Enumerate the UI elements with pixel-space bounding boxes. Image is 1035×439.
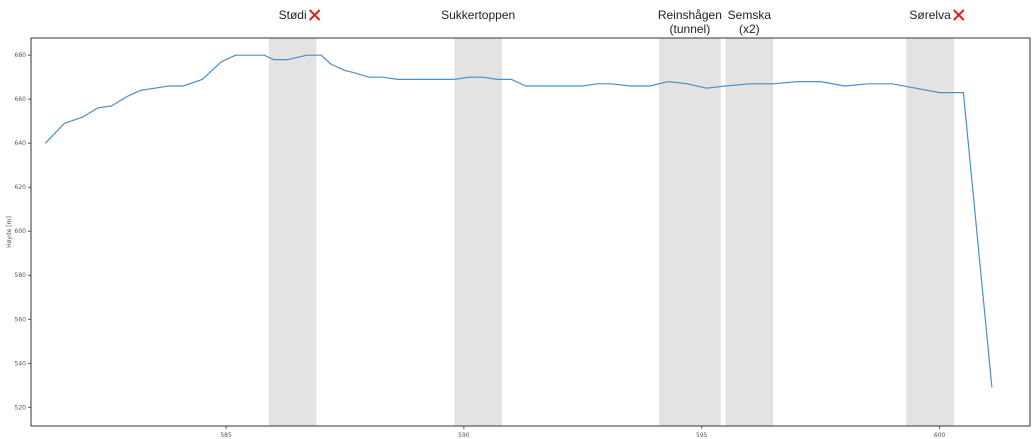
region-label-text: Reinshågen (tunnel): [658, 8, 722, 36]
shaded-region-4: [906, 38, 954, 426]
cross-icon: [953, 9, 965, 21]
x-tick-label: 585: [220, 432, 232, 439]
axes: [30, 37, 1031, 427]
region-labels: Stødi Sukkertoppen Reinshågen (tunnel)Semsk…: [279, 8, 965, 36]
y-tick-label: 620: [15, 184, 27, 191]
region-label-0: Stødi: [279, 8, 321, 22]
x-tick-label: 590: [458, 432, 470, 439]
y-tick-label: 520: [15, 404, 27, 411]
x-tick-label: 595: [696, 432, 708, 439]
region-label-text: Stødi: [279, 8, 307, 22]
region-label-4: Sørelva: [909, 8, 965, 22]
x-ticks: 585 590 595 600: [220, 426, 946, 439]
cross-icon: [308, 9, 321, 21]
y-tick-label: 560: [15, 316, 27, 323]
series-lines: [44, 54, 993, 388]
region-label-text: Semska (x2): [728, 8, 772, 36]
shaded-region-3: [725, 38, 774, 426]
y-tick-label: 680: [15, 52, 27, 59]
y-tick-label: 580: [15, 272, 27, 279]
region-label-text: Sukkertoppen: [441, 8, 515, 22]
region-label-text: Sørelva: [909, 8, 951, 22]
region-label-3: Semska (x2): [728, 8, 772, 36]
shaded-regions: [268, 38, 954, 426]
y-ticks: 520 540 560 580 600 620 640 660 680: [15, 52, 31, 411]
shaded-region-0: [268, 38, 317, 426]
shaded-region-1: [454, 38, 502, 426]
y-axis-label: Høyde [m]: [6, 216, 13, 248]
y-tick-label: 540: [15, 360, 27, 367]
shaded-region-2: [658, 38, 721, 426]
region-label-2: Reinshågen (tunnel): [658, 8, 722, 36]
series-line-0: [44, 54, 993, 388]
y-tick-label: 660: [15, 96, 27, 103]
y-tick-label: 640: [15, 140, 27, 147]
y-tick-label: 600: [15, 228, 27, 235]
x-tick-label: 600: [934, 432, 946, 439]
region-label-1: Sukkertoppen: [441, 8, 515, 22]
plot-frame: [30, 37, 1031, 427]
